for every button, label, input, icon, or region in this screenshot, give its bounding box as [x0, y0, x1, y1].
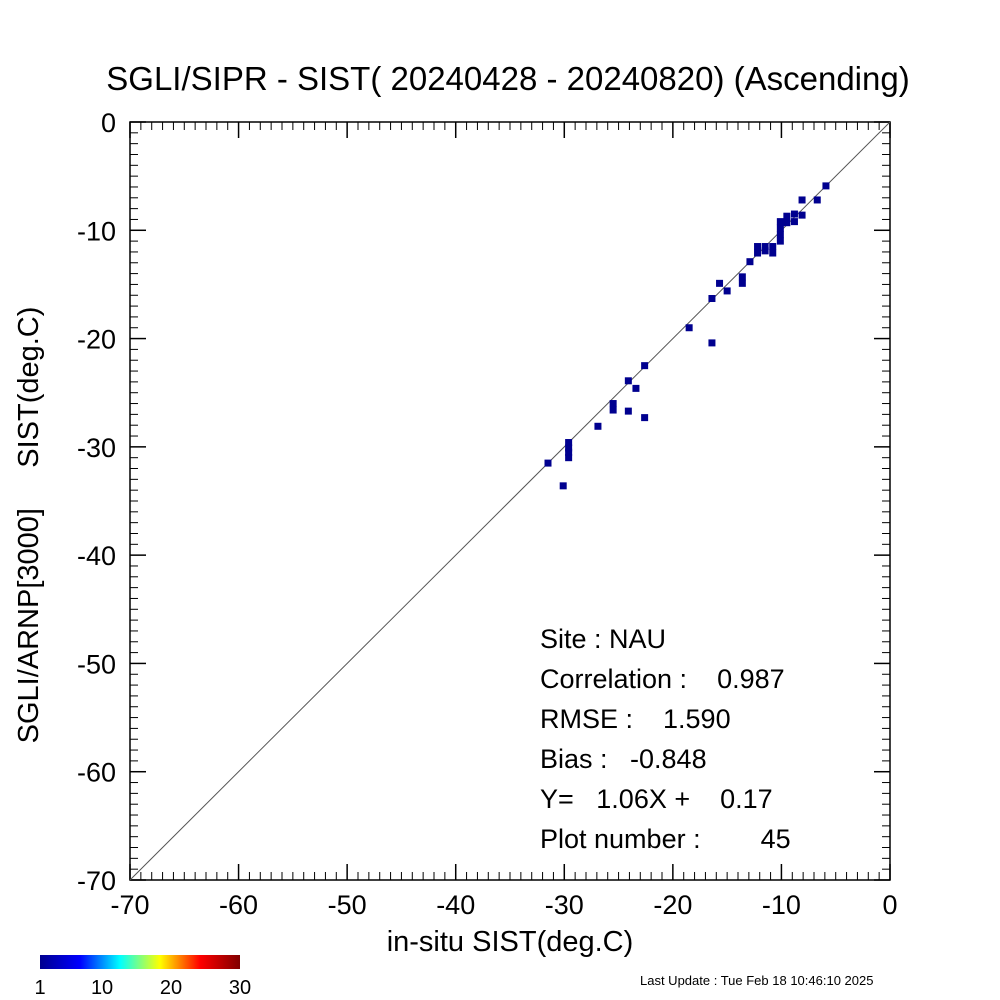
data-point	[641, 362, 649, 370]
colorbar	[40, 955, 240, 969]
y-tick-label: -30	[77, 433, 116, 463]
colorbar-label: 10	[91, 977, 113, 999]
data-point	[544, 459, 552, 467]
last-update: Last Update : Tue Feb 18 10:46:10 2025	[640, 973, 873, 988]
stat-site: Site : NAU	[540, 624, 666, 654]
x-tick-label: -50	[328, 890, 367, 920]
y-tick-label: 0	[101, 108, 116, 138]
data-point	[738, 273, 746, 281]
data-point	[769, 243, 777, 251]
x-tick-label: -10	[762, 890, 801, 920]
y-tick-label: -70	[77, 866, 116, 896]
stat-bias: Bias : -0.848	[540, 744, 707, 774]
y-tick-label: -40	[77, 541, 116, 571]
data-point	[641, 414, 649, 422]
data-point	[624, 407, 632, 415]
y-tick-labels: 0 -10 -20 -30 -40 -50 -60 -70	[77, 108, 116, 896]
stat-plot-number: Plot number : 45	[540, 824, 791, 854]
x-tick-label: -60	[219, 890, 258, 920]
data-point	[776, 237, 784, 245]
stat-fit: Y= 1.06X + 0.17	[540, 784, 773, 814]
data-point	[723, 287, 731, 295]
x-axis-label: in-situ SIST(deg.C)	[387, 926, 634, 958]
data-point	[685, 324, 693, 332]
x-tick-label: 0	[882, 890, 897, 920]
y-axis-label: SGLI/ARNP[3000] SIST(deg.C)	[13, 307, 45, 744]
stat-correlation: Correlation : 0.987	[540, 664, 785, 694]
major-ticks	[129, 121, 891, 881]
data-point	[565, 444, 573, 452]
data-point	[790, 210, 798, 218]
data-point	[790, 218, 798, 226]
data-point	[776, 218, 784, 226]
y-tick-label: -10	[77, 216, 116, 246]
data-point	[594, 422, 602, 430]
data-point	[798, 196, 806, 204]
data-point	[783, 219, 791, 227]
colorbar-label: 20	[160, 977, 182, 999]
data-point	[609, 406, 617, 414]
one-to-one-line	[129, 121, 891, 881]
data-point	[798, 211, 806, 219]
chart-title: SGLI/SIPR - SIST( 20240428 - 20240820) (…	[106, 60, 909, 97]
y-tick-label: -60	[77, 758, 116, 788]
x-tick-label: -30	[545, 890, 584, 920]
stats-box: Site : NAU Correlation : 0.987 RMSE : 1.…	[540, 624, 791, 854]
data-point	[813, 196, 821, 204]
data-point	[776, 231, 784, 239]
data-point	[565, 448, 573, 456]
data-point	[708, 295, 716, 303]
x-tick-label: -20	[653, 890, 692, 920]
minor-ticks	[130, 122, 890, 880]
data-point	[565, 454, 573, 462]
data-point	[822, 182, 830, 190]
x-tick-labels: -70 -60 -50 -40 -30 -20 -10 0	[110, 890, 897, 920]
data-point	[776, 224, 784, 232]
data-point	[565, 439, 573, 447]
data-point	[609, 400, 617, 408]
data-point	[754, 249, 762, 257]
colorbar-label: 30	[229, 977, 251, 999]
data-point	[708, 339, 716, 347]
colorbar-labels: 1 10 20 30	[34, 977, 251, 999]
y-tick-label: -50	[77, 649, 116, 679]
scatter-points	[544, 182, 830, 490]
stat-rmse: RMSE : 1.590	[540, 704, 731, 734]
colorbar-label: 1	[34, 977, 45, 999]
x-tick-label: -70	[110, 890, 149, 920]
data-point	[754, 243, 762, 251]
y-tick-label: -20	[77, 325, 116, 355]
data-point	[746, 258, 754, 266]
data-point	[769, 249, 777, 257]
data-point	[761, 247, 769, 255]
data-point	[559, 482, 567, 490]
x-tick-label: -40	[436, 890, 475, 920]
data-point	[716, 279, 724, 287]
data-point	[624, 377, 632, 385]
data-point	[761, 243, 769, 251]
data-point	[738, 279, 746, 287]
data-point	[783, 212, 791, 220]
data-point	[632, 384, 640, 392]
